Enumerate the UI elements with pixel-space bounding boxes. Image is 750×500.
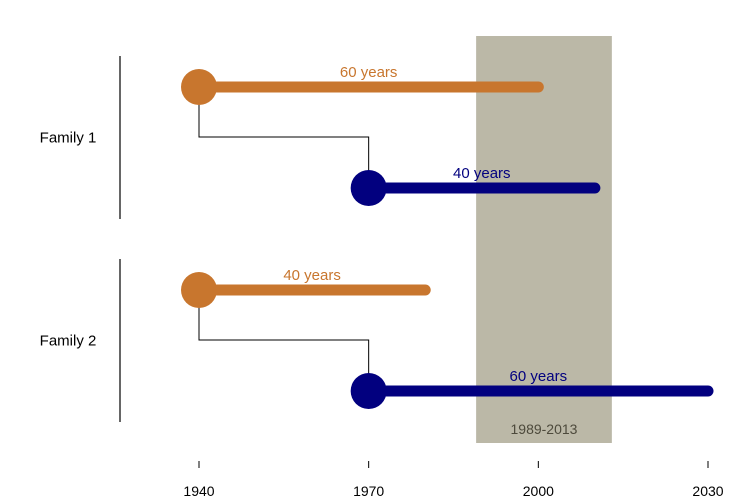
- birth-marker: [350, 170, 387, 206]
- lifespan-duration-label: 40 years: [453, 165, 511, 182]
- families-layer: Family 1 60 years 40 years Family 2 40 years…: [40, 56, 714, 422]
- family-label: Family 1: [40, 130, 97, 147]
- highlight-period-layer: 1989-2013: [476, 36, 612, 443]
- family-group: Family 2 40 years 60 years: [40, 259, 714, 422]
- x-axis: 1940 1970 2000 2030: [183, 461, 724, 499]
- x-tick-label: 2030: [692, 483, 723, 499]
- x-tick-label: 1970: [353, 483, 384, 499]
- x-tick-label: 2000: [523, 483, 554, 499]
- lifespan-duration-label: 60 years: [340, 64, 398, 81]
- family-group: Family 1 60 years 40 years: [40, 56, 601, 219]
- family-label: Family 2: [40, 333, 97, 350]
- lifespan-duration-label: 40 years: [283, 267, 341, 284]
- birth-marker: [181, 272, 217, 308]
- x-tick-label: 1940: [183, 483, 214, 499]
- birth-marker: [181, 69, 217, 105]
- lineage-connector: [198, 290, 370, 391]
- lifespan-duration-label: 60 years: [510, 368, 568, 385]
- highlight-period-label: 1989-2013: [511, 421, 578, 437]
- birth-marker: [350, 373, 387, 409]
- lineage-connector: [198, 87, 370, 188]
- highlight-period-band: [476, 36, 612, 443]
